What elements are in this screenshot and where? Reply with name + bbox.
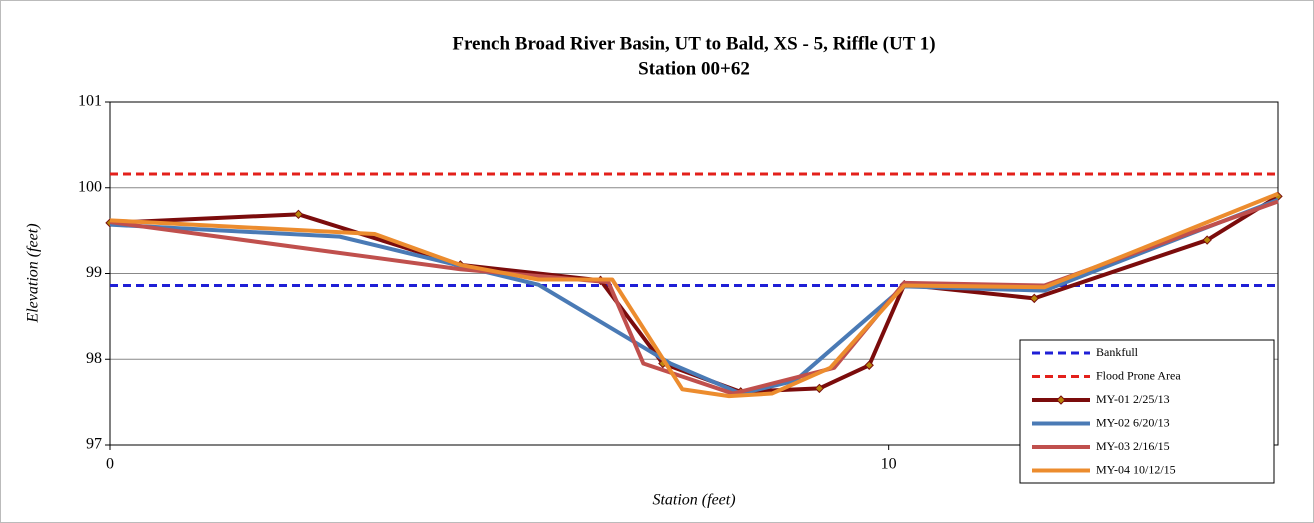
legend-marker: [1056, 395, 1066, 405]
legend-label: MY-01 2/25/13: [1096, 392, 1170, 406]
point-marker: [1029, 293, 1039, 304]
chart-title: French Broad River Basin, UT to Bald, XS…: [452, 33, 935, 54]
point-marker: [814, 383, 825, 394]
y-tick-label: 101: [78, 93, 102, 110]
y-tick-label: 98: [86, 350, 102, 367]
x-axis-title: Station (feet): [652, 492, 735, 509]
legend-label: MY-03 2/16/15: [1096, 439, 1170, 453]
y-tick-label: 99: [86, 264, 102, 281]
legend-label: Flood Prone Area: [1096, 368, 1181, 382]
legend-box: [1019, 339, 1275, 484]
legend-label: MY-02 6/20/13: [1096, 415, 1170, 429]
plot-area: [109, 101, 1279, 446]
legend-label: Bankfull: [1096, 345, 1139, 359]
point-marker: [864, 360, 874, 370]
series-line: [109, 191, 1279, 399]
y-tick-label: 100: [78, 178, 102, 195]
chart-subtitle: Station 00+62: [638, 58, 750, 79]
x-tick-label: 0: [106, 456, 114, 473]
point-marker: [1202, 235, 1212, 245]
point-marker: [293, 209, 304, 220]
legend-label: MY-04 10/12/15: [1096, 462, 1176, 476]
y-tick-label: 97: [86, 436, 102, 453]
x-tick-label: 10: [881, 456, 897, 473]
y-axis-title: Elevation (feet): [25, 223, 42, 323]
